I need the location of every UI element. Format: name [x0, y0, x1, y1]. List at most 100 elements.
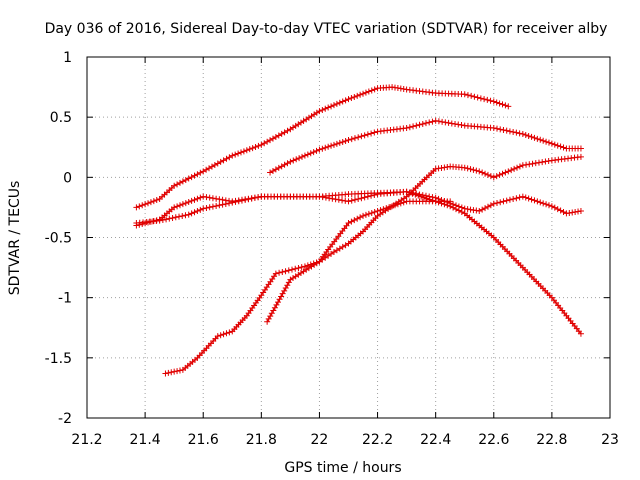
data-point-marker — [525, 132, 532, 139]
data-point-marker — [133, 204, 140, 211]
data-point-marker — [307, 150, 314, 157]
x-tick-label: 23 — [601, 432, 619, 448]
data-point-marker — [484, 203, 491, 210]
data-point-marker — [429, 118, 436, 125]
data-point-marker — [276, 296, 283, 303]
data-point-marker — [577, 145, 584, 152]
x-tick-label: 22.2 — [362, 432, 393, 448]
data-point-marker — [232, 151, 239, 158]
data-point-marker — [139, 202, 146, 209]
data-point-marker — [554, 206, 561, 213]
data-point-marker — [285, 267, 292, 274]
data-point-marker — [226, 154, 233, 161]
data-point-marker — [261, 140, 268, 147]
x-tick-label: 22 — [311, 432, 329, 448]
data-point-marker — [242, 196, 249, 203]
data-point-marker — [445, 119, 452, 126]
data-point-marker — [278, 163, 285, 170]
data-point-marker — [506, 196, 513, 203]
data-point-marker — [246, 146, 253, 153]
data-point-marker — [490, 200, 497, 207]
data-point-marker — [551, 204, 558, 211]
data-point-marker — [165, 369, 172, 376]
data-point-marker — [274, 299, 281, 306]
data-point-marker — [362, 211, 369, 218]
data-point-marker — [209, 195, 216, 202]
data-point-marker — [490, 98, 497, 105]
data-point-marker — [182, 200, 189, 207]
data-point-marker — [276, 269, 283, 276]
y-tick-label: -0.5 — [45, 231, 72, 247]
data-point-marker — [223, 330, 230, 337]
data-point-marker — [150, 217, 157, 224]
data-point-marker — [560, 144, 567, 151]
data-point-marker — [243, 147, 250, 154]
data-point-marker — [322, 194, 329, 201]
data-point-marker — [163, 216, 170, 223]
data-point-marker — [394, 201, 401, 208]
data-point-marker — [471, 93, 478, 100]
data-point-marker — [172, 214, 179, 221]
data-point-marker — [249, 145, 256, 152]
data-point-marker — [153, 197, 160, 204]
data-point-marker — [278, 293, 285, 300]
data-point-marker — [525, 195, 532, 202]
data-point-marker — [516, 130, 523, 137]
data-point-marker — [439, 118, 446, 125]
data-point-marker — [191, 196, 198, 203]
x-tick-label: 22.6 — [478, 432, 509, 448]
data-point-marker — [531, 134, 538, 141]
data-point-marker — [365, 88, 372, 95]
data-point-marker — [461, 164, 468, 171]
data-point-marker — [386, 204, 393, 211]
data-point-marker — [532, 160, 539, 167]
data-point-marker — [313, 147, 320, 154]
data-point-marker — [432, 117, 439, 124]
data-point-marker — [484, 96, 491, 103]
data-point-marker — [416, 121, 423, 128]
data-point-marker — [519, 193, 526, 200]
data-point-marker — [551, 141, 558, 148]
data-point-marker — [403, 124, 410, 131]
data-point-marker — [267, 169, 274, 176]
data-point-marker — [497, 199, 504, 206]
data-point-marker — [455, 207, 462, 214]
data-point-marker — [345, 198, 352, 205]
data-point-marker — [281, 161, 288, 168]
data-point-marker — [400, 199, 407, 206]
data-point-marker — [531, 197, 538, 204]
data-point-marker — [516, 163, 523, 170]
data-point-marker — [153, 217, 160, 224]
data-point-marker — [147, 199, 154, 206]
data-point-marker — [426, 119, 433, 126]
data-point-marker — [519, 131, 526, 138]
data-point-marker — [522, 131, 529, 138]
data-point-marker — [494, 125, 501, 132]
data-point-marker — [545, 139, 552, 146]
data-point-marker — [208, 163, 215, 170]
data-point-marker — [497, 126, 504, 133]
data-point-marker — [235, 150, 242, 157]
data-point-marker — [342, 137, 349, 144]
data-point-marker — [355, 134, 362, 141]
data-point-marker — [287, 158, 294, 165]
data-point-marker — [479, 206, 486, 213]
data-point-marker — [577, 330, 584, 337]
data-point-marker — [319, 145, 326, 152]
data-point-marker — [279, 290, 286, 297]
data-point-marker — [368, 209, 375, 216]
data-point-marker — [493, 173, 500, 180]
y-tick-label: 1 — [63, 50, 72, 66]
data-point-marker — [548, 140, 555, 147]
data-point-marker — [380, 206, 387, 213]
data-point-marker — [171, 368, 178, 375]
data-point-marker — [330, 102, 337, 109]
data-point-marker — [279, 268, 286, 275]
data-point-marker — [251, 194, 258, 201]
data-point-marker — [351, 93, 358, 100]
data-point-marker — [468, 92, 475, 99]
data-point-marker — [174, 203, 181, 210]
data-point-marker — [447, 198, 454, 205]
data-point-marker — [275, 132, 282, 139]
